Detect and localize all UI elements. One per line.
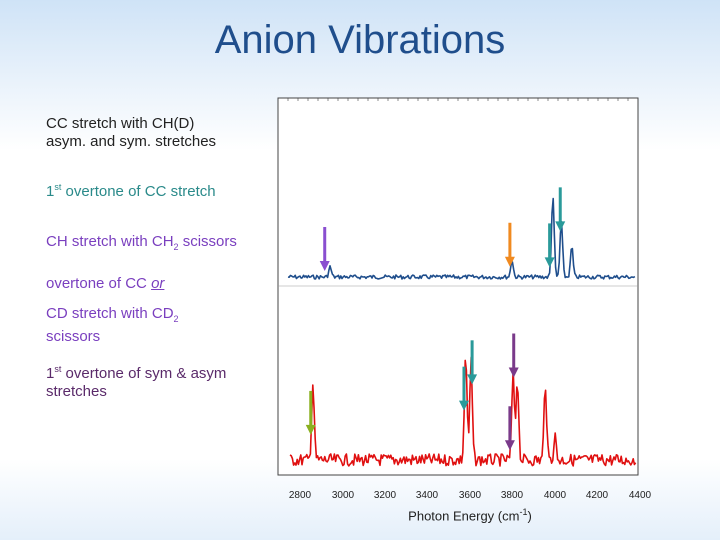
x-tick-label: 3000 — [332, 490, 355, 501]
x-tick-label: 4000 — [544, 490, 567, 501]
cc-stretch-line2: asym. and sym. stretches — [46, 133, 217, 150]
cd-stretch-label: CD stretch with CD2 scissors — [46, 305, 179, 346]
overtone-cc-sup: st — [54, 182, 62, 192]
x-tick-label: 4200 — [586, 490, 609, 501]
peak-arrow-head — [508, 367, 519, 378]
peak-arrow-head — [504, 256, 515, 267]
ch-stretch-post: scissors — [178, 233, 237, 250]
cd-stretch-sub: 2 — [173, 314, 179, 324]
overtone-or-word: or — [151, 275, 165, 292]
overtone-cc-text: overtone of CC stretch — [61, 183, 216, 200]
plot-frame — [277, 97, 639, 476]
overtone-sym-label: 1st overtone of sym & asym stretches — [46, 360, 226, 401]
peak-arrow-head — [458, 400, 469, 411]
overtone-sym-line2: stretches — [46, 383, 107, 400]
overtone-sym-text: overtone of sym & asym — [61, 365, 227, 382]
x-tick-label: 2800 — [289, 490, 312, 501]
overtone-or-label: overtone of CC or — [46, 275, 164, 293]
x-axis-label: Photon Energy (cm-1) — [330, 507, 610, 523]
ch-stretch-sub: 2 — [173, 242, 179, 252]
cd-stretch-line2: scissors — [46, 328, 101, 345]
peak-arrow-head — [467, 374, 478, 385]
peak-arrow-head — [555, 221, 566, 232]
x-tick-label: 4400 — [629, 490, 652, 501]
peak-arrow-head — [544, 257, 555, 268]
overtone-cc-num: 1 — [46, 183, 55, 200]
h2cc-trace — [287, 197, 636, 280]
overtone-sym-sup: st — [54, 364, 62, 374]
cc-stretch-label: CC stretch with CH(D) asym. and sym. str… — [46, 115, 216, 151]
overtone-cc-label: 1st overtone of CC stretch — [46, 178, 216, 201]
x-axis-label-pre: Photon Energy (cm — [408, 508, 520, 524]
x-tick-label: 3800 — [501, 490, 524, 501]
cd-stretch-pre: CD stretch with CD — [46, 305, 174, 322]
x-tick-label: 3600 — [459, 490, 482, 501]
x-axis-label-post: ) — [527, 508, 532, 524]
ch-stretch-pre: CH stretch with CH — [46, 233, 174, 250]
page-title: Anion Vibrations — [214, 18, 506, 62]
overtone-or-pre: overtone of CC — [46, 275, 152, 292]
x-axis-label-sup: -1 — [519, 507, 528, 517]
d2cc-trace — [289, 356, 637, 467]
peak-arrow-head — [305, 424, 316, 435]
ch-stretch-label: CH stretch with CH2 scissors — [46, 233, 237, 256]
x-tick-label: 3400 — [416, 490, 439, 501]
peak-arrow-head — [319, 260, 330, 271]
peak-arrow-head — [504, 440, 515, 451]
overtone-sym-num: 1 — [46, 365, 55, 382]
x-tick-label: 3200 — [374, 490, 397, 501]
cc-stretch-line1: CC stretch with CH(D) — [46, 115, 195, 132]
